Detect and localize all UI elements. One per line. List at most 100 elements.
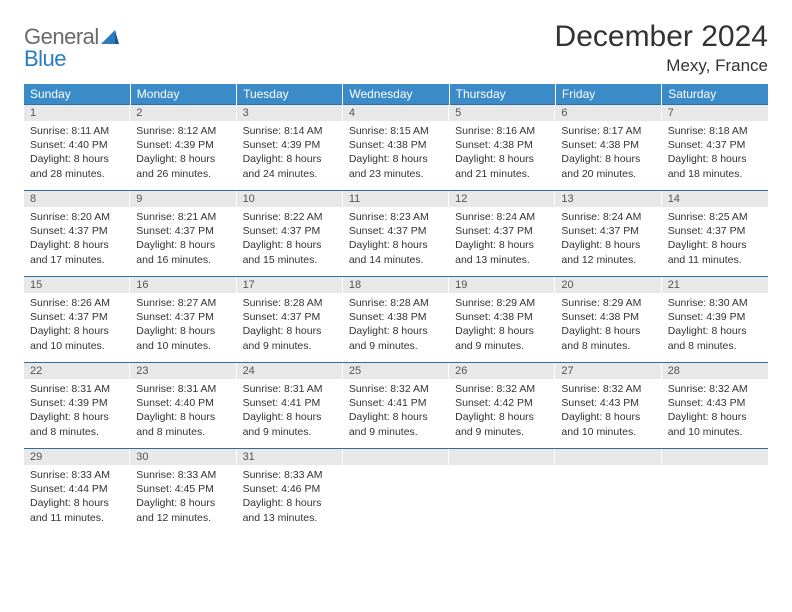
day-cell: 23Sunrise: 8:31 AMSunset: 4:40 PMDayligh… (130, 363, 236, 449)
day-cell: 16Sunrise: 8:27 AMSunset: 4:37 PMDayligh… (130, 277, 236, 363)
sunset-text: Sunset: 4:37 PM (668, 138, 762, 152)
day-body: Sunrise: 8:22 AMSunset: 4:37 PMDaylight:… (237, 207, 343, 273)
daylight-line1: Daylight: 8 hours (30, 410, 124, 424)
day-cell: 24Sunrise: 8:31 AMSunset: 4:41 PMDayligh… (237, 363, 343, 449)
day-body: Sunrise: 8:17 AMSunset: 4:38 PMDaylight:… (555, 121, 661, 187)
sunrise-text: Sunrise: 8:24 AM (455, 210, 549, 224)
sunrise-text: Sunrise: 8:31 AM (30, 382, 124, 396)
sunset-text: Sunset: 4:38 PM (349, 310, 443, 324)
daylight-line2: and 18 minutes. (668, 167, 762, 181)
day-number: 3 (237, 105, 343, 121)
day-number: 6 (555, 105, 661, 121)
daylight-line1: Daylight: 8 hours (561, 324, 655, 338)
daylight-line2: and 8 minutes. (668, 339, 762, 353)
daylight-line1: Daylight: 8 hours (243, 410, 337, 424)
daylight-line2: and 28 minutes. (30, 167, 124, 181)
daylight-line2: and 9 minutes. (349, 339, 443, 353)
day-cell: 4Sunrise: 8:15 AMSunset: 4:38 PMDaylight… (343, 105, 449, 191)
day-cell (555, 449, 661, 535)
day-body: Sunrise: 8:18 AMSunset: 4:37 PMDaylight:… (662, 121, 768, 187)
day-cell: 22Sunrise: 8:31 AMSunset: 4:39 PMDayligh… (24, 363, 130, 449)
day-body: Sunrise: 8:21 AMSunset: 4:37 PMDaylight:… (130, 207, 236, 273)
day-cell: 21Sunrise: 8:30 AMSunset: 4:39 PMDayligh… (662, 277, 768, 363)
day-number (662, 449, 768, 465)
dow-thursday: Thursday (449, 84, 555, 105)
day-cell: 2Sunrise: 8:12 AMSunset: 4:39 PMDaylight… (130, 105, 236, 191)
daylight-line1: Daylight: 8 hours (668, 238, 762, 252)
sunrise-text: Sunrise: 8:32 AM (455, 382, 549, 396)
day-body: Sunrise: 8:32 AMSunset: 4:42 PMDaylight:… (449, 379, 555, 445)
daylight-line2: and 13 minutes. (243, 511, 337, 525)
daylight-line2: and 15 minutes. (243, 253, 337, 267)
day-body: Sunrise: 8:15 AMSunset: 4:38 PMDaylight:… (343, 121, 449, 187)
sunset-text: Sunset: 4:40 PM (136, 396, 230, 410)
daylight-line2: and 9 minutes. (243, 425, 337, 439)
brand-logo: General Blue (24, 26, 119, 70)
day-number: 31 (237, 449, 343, 465)
day-body: Sunrise: 8:23 AMSunset: 4:37 PMDaylight:… (343, 207, 449, 273)
day-cell: 14Sunrise: 8:25 AMSunset: 4:37 PMDayligh… (662, 191, 768, 277)
sunrise-text: Sunrise: 8:30 AM (668, 296, 762, 310)
sunset-text: Sunset: 4:43 PM (561, 396, 655, 410)
brand-word-2: Blue (24, 46, 66, 71)
day-body: Sunrise: 8:24 AMSunset: 4:37 PMDaylight:… (555, 207, 661, 273)
daylight-line2: and 26 minutes. (136, 167, 230, 181)
sunrise-text: Sunrise: 8:29 AM (455, 296, 549, 310)
day-cell (662, 449, 768, 535)
day-body (343, 465, 449, 474)
day-cell: 17Sunrise: 8:28 AMSunset: 4:37 PMDayligh… (237, 277, 343, 363)
day-number: 20 (555, 277, 661, 293)
day-body: Sunrise: 8:27 AMSunset: 4:37 PMDaylight:… (130, 293, 236, 359)
day-cell: 1Sunrise: 8:11 AMSunset: 4:40 PMDaylight… (24, 105, 130, 191)
day-body (449, 465, 555, 474)
dow-wednesday: Wednesday (343, 84, 449, 105)
sunrise-text: Sunrise: 8:18 AM (668, 124, 762, 138)
daylight-line2: and 9 minutes. (455, 339, 549, 353)
sunset-text: Sunset: 4:37 PM (30, 310, 124, 324)
day-number: 14 (662, 191, 768, 207)
daylight-line2: and 13 minutes. (455, 253, 549, 267)
sunset-text: Sunset: 4:37 PM (243, 310, 337, 324)
sunset-text: Sunset: 4:37 PM (349, 224, 443, 238)
daylight-line2: and 11 minutes. (30, 511, 124, 525)
daylight-line1: Daylight: 8 hours (561, 152, 655, 166)
sunset-text: Sunset: 4:38 PM (455, 138, 549, 152)
daylight-line1: Daylight: 8 hours (30, 324, 124, 338)
day-cell: 9Sunrise: 8:21 AMSunset: 4:37 PMDaylight… (130, 191, 236, 277)
sunrise-text: Sunrise: 8:11 AM (30, 124, 124, 138)
page-header: General Blue December 2024 Mexy, France (24, 20, 768, 76)
sunset-text: Sunset: 4:38 PM (349, 138, 443, 152)
daylight-line1: Daylight: 8 hours (561, 410, 655, 424)
sunrise-text: Sunrise: 8:33 AM (30, 468, 124, 482)
sunrise-text: Sunrise: 8:32 AM (668, 382, 762, 396)
sunset-text: Sunset: 4:40 PM (30, 138, 124, 152)
day-body (662, 465, 768, 474)
daylight-line1: Daylight: 8 hours (30, 152, 124, 166)
daylight-line2: and 10 minutes. (136, 339, 230, 353)
sunset-text: Sunset: 4:37 PM (30, 224, 124, 238)
month-title: December 2024 (555, 20, 768, 54)
week-row: 8Sunrise: 8:20 AMSunset: 4:37 PMDaylight… (24, 191, 768, 277)
daylight-line1: Daylight: 8 hours (243, 152, 337, 166)
day-cell: 28Sunrise: 8:32 AMSunset: 4:43 PMDayligh… (662, 363, 768, 449)
daylight-line1: Daylight: 8 hours (136, 496, 230, 510)
day-body: Sunrise: 8:33 AMSunset: 4:46 PMDaylight:… (237, 465, 343, 531)
day-number (449, 449, 555, 465)
sunrise-text: Sunrise: 8:12 AM (136, 124, 230, 138)
daylight-line2: and 9 minutes. (243, 339, 337, 353)
sunset-text: Sunset: 4:38 PM (561, 138, 655, 152)
day-number: 7 (662, 105, 768, 121)
daylight-line2: and 8 minutes. (561, 339, 655, 353)
daylight-line1: Daylight: 8 hours (30, 238, 124, 252)
day-number (343, 449, 449, 465)
day-body: Sunrise: 8:33 AMSunset: 4:45 PMDaylight:… (130, 465, 236, 531)
dow-sunday: Sunday (24, 84, 130, 105)
day-number: 23 (130, 363, 236, 379)
sunrise-text: Sunrise: 8:24 AM (561, 210, 655, 224)
sunrise-text: Sunrise: 8:32 AM (349, 382, 443, 396)
day-number: 2 (130, 105, 236, 121)
day-cell: 26Sunrise: 8:32 AMSunset: 4:42 PMDayligh… (449, 363, 555, 449)
daylight-line2: and 24 minutes. (243, 167, 337, 181)
sunrise-text: Sunrise: 8:31 AM (136, 382, 230, 396)
sunset-text: Sunset: 4:46 PM (243, 482, 337, 496)
